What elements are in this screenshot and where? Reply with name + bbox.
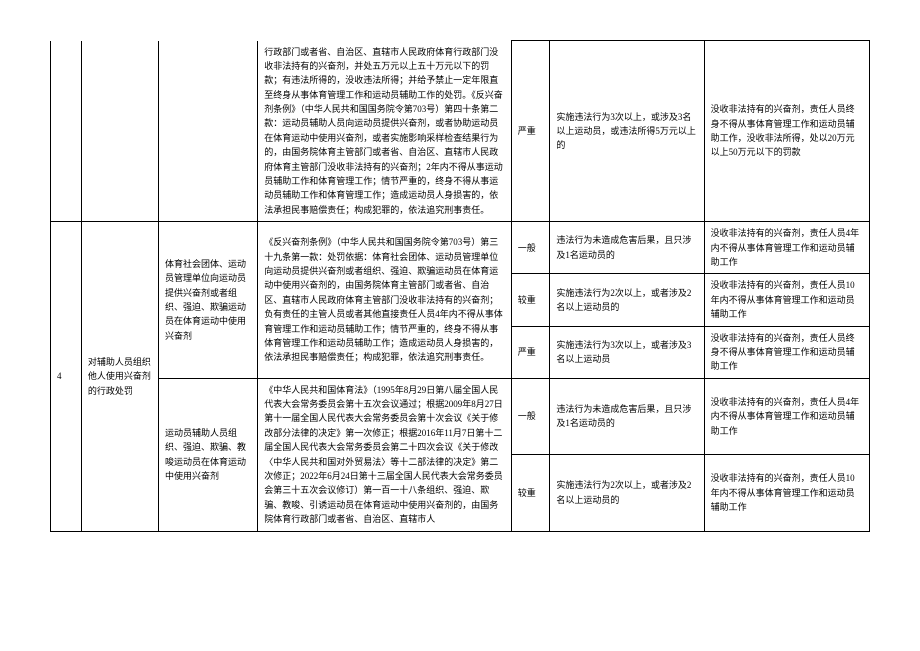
cell-level: 较重 (511, 455, 550, 531)
cell-result: 没收非法持有的兴奋剂，责任人员终身不得从事体育管理工作和运动员辅助工作，没收非法… (704, 41, 869, 222)
cell-cond: 实施违法行为3次以上，或涉及3名以上运动员，或违法所得5万元以上的 (550, 41, 704, 222)
cell-title (81, 41, 158, 222)
cell-result: 没收非法持有的兴奋剂，责任人员10年内不得从事体育管理工作和运动员辅助工作 (704, 455, 869, 531)
cell-level: 严重 (511, 41, 550, 222)
table-row: 运动员辅助人员组织、强迫、欺骗、教唆运动员在体育运动中使用兴奋剂 《中华人民共和… (51, 378, 870, 454)
table-row: 行政部门或者省、自治区、直辖市人民政府体育行政部门没收非法持有的兴奋剂，并处五万… (51, 41, 870, 222)
cell-title: 对辅助人员组织他人使用兴奋剂的行政处罚 (81, 222, 158, 531)
cell-num: 4 (51, 222, 82, 531)
cell-sub: 运动员辅助人员组织、强迫、欺骗、教唆运动员在体育运动中使用兴奋剂 (159, 378, 258, 531)
cell-level: 一般 (511, 378, 550, 454)
cell-level: 一般 (511, 222, 550, 274)
table-row: 4 对辅助人员组织他人使用兴奋剂的行政处罚 体育社会团体、运动员管理单位向运动员… (51, 222, 870, 274)
cell-sub: 体育社会团体、运动员管理单位向运动员提供兴奋剂或者组织、强迫、欺骗运动员在体育运… (159, 222, 258, 379)
cell-cond: 实施违法行为3次以上，或者涉及3名以上运动员 (550, 326, 704, 378)
regulation-table: 行政部门或者省、自治区、直辖市人民政府体育行政部门没收非法持有的兴奋剂，并处五万… (50, 40, 870, 532)
cell-basis: 《中华人民共和国体育法》（1995年8月29日第八届全国人民代表大会常务委员会第… (258, 378, 512, 531)
cell-basis: 行政部门或者省、自治区、直辖市人民政府体育行政部门没收非法持有的兴奋剂，并处五万… (258, 41, 512, 222)
cell-result: 没收非法持有的兴奋剂，责任人员4年内不得从事体育管理工作和运动员辅助工作 (704, 378, 869, 454)
cell-num (51, 41, 82, 222)
cell-cond: 实施违法行为2次以上，或者涉及2名以上运动员的 (550, 274, 704, 326)
cell-basis: 《反兴奋剂条例》（中华人民共和国国务院令第703号）第三十九条第一款：处罚依据：… (258, 222, 512, 379)
cell-sub (159, 41, 258, 222)
cell-level: 较重 (511, 274, 550, 326)
cell-level: 严重 (511, 326, 550, 378)
cell-cond: 违法行为未造成危害后果，且只涉及1名运动员的 (550, 378, 704, 454)
cell-cond: 实施违法行为2次以上，或者涉及2名以上运动员的 (550, 455, 704, 531)
cell-cond: 违法行为未造成危害后果，且只涉及1名运动员的 (550, 222, 704, 274)
cell-result: 没收非法持有的兴奋剂，责任人员10年内不得从事体育管理工作和运动员辅助工作 (704, 274, 869, 326)
cell-result: 没收非法持有的兴奋剂，责任人员4年内不得从事体育管理工作和运动员辅助工作 (704, 222, 869, 274)
cell-result: 没收非法持有的兴奋剂，责任人员终身不得从事体育管理工作和运动员辅助工作 (704, 326, 869, 378)
